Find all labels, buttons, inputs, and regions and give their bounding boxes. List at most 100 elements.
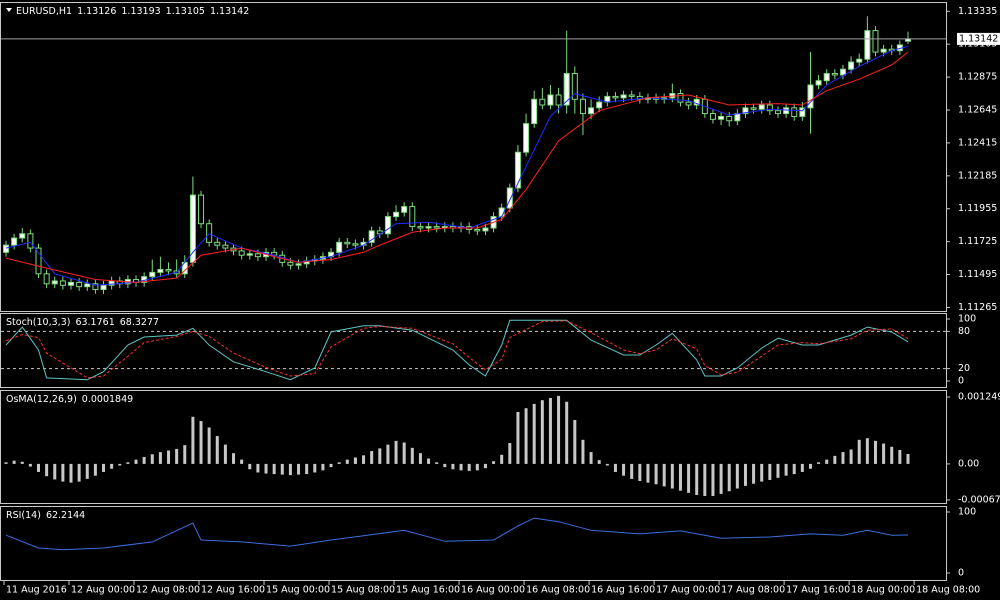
candle-body bbox=[295, 263, 302, 266]
candle-body bbox=[401, 206, 408, 213]
histogram-bar bbox=[288, 463, 292, 476]
histogram-bar bbox=[386, 444, 390, 464]
candle-body bbox=[864, 30, 871, 60]
histogram-bar bbox=[370, 451, 374, 464]
x-tick-label: 16 Aug 08:00 bbox=[526, 585, 590, 596]
candle-body bbox=[3, 244, 9, 253]
histogram-bar bbox=[752, 463, 756, 484]
histogram-bar bbox=[865, 438, 869, 464]
candle-body bbox=[27, 233, 34, 249]
candle-body bbox=[579, 98, 586, 115]
candle-body bbox=[531, 98, 538, 125]
histogram-bar bbox=[776, 463, 780, 478]
candle-body bbox=[68, 281, 75, 286]
histogram-bar bbox=[817, 462, 821, 464]
y-tick-label: 1.12415 bbox=[958, 137, 997, 148]
candle-body bbox=[774, 110, 781, 115]
histogram-bar bbox=[768, 463, 772, 480]
histogram-bar bbox=[183, 445, 187, 464]
histogram-bar bbox=[223, 444, 227, 464]
histogram-bar bbox=[630, 463, 634, 479]
histogram-bar bbox=[20, 461, 24, 464]
x-tick-label: 11 Aug 2016 bbox=[6, 585, 67, 596]
x-tick-label: 18 Aug 08:00 bbox=[916, 585, 980, 596]
histogram-bar bbox=[906, 454, 910, 464]
candle-body bbox=[157, 269, 164, 273]
candle-body bbox=[19, 233, 26, 239]
histogram-bar bbox=[678, 463, 682, 491]
candle-body bbox=[628, 94, 635, 97]
histogram-bar bbox=[573, 419, 577, 464]
histogram-bar bbox=[467, 463, 471, 471]
histogram-bar bbox=[12, 460, 16, 464]
pane-value: 1.13142 bbox=[210, 6, 249, 17]
candle-body bbox=[563, 73, 570, 106]
histogram-bar bbox=[207, 427, 211, 464]
histogram-bar bbox=[792, 463, 796, 475]
histogram-bar bbox=[199, 421, 203, 464]
candle-body bbox=[726, 115, 733, 122]
candle-body bbox=[766, 104, 773, 112]
histogram-bar bbox=[654, 463, 658, 485]
histogram-bar bbox=[256, 463, 260, 473]
candle-body bbox=[35, 247, 42, 275]
candle-body bbox=[750, 107, 757, 110]
histogram-bar bbox=[500, 454, 504, 464]
histogram-bar bbox=[857, 439, 861, 464]
candle-body bbox=[100, 284, 107, 291]
candle-body bbox=[880, 48, 887, 53]
y-tick-label: 1.13335 bbox=[958, 6, 997, 17]
histogram-bar bbox=[540, 400, 544, 464]
candle-body bbox=[783, 107, 790, 115]
histogram-bar bbox=[264, 463, 268, 474]
histogram-bar bbox=[378, 448, 382, 464]
indicator-line bbox=[5, 319, 909, 381]
histogram-bar bbox=[849, 449, 853, 464]
candle-body bbox=[799, 107, 806, 117]
histogram-bar bbox=[703, 463, 707, 497]
candle-body bbox=[718, 115, 725, 120]
histogram-bar bbox=[581, 439, 585, 464]
histogram-bar bbox=[589, 452, 593, 464]
y-tick-label: 100 bbox=[958, 506, 976, 517]
histogram-bar bbox=[435, 462, 439, 464]
histogram-bar bbox=[695, 463, 699, 495]
last-price-label: 1.13142 bbox=[959, 33, 998, 44]
histogram-bar bbox=[548, 398, 552, 464]
histogram-bar bbox=[297, 463, 301, 475]
histogram-bar bbox=[418, 453, 422, 464]
candle-body bbox=[76, 281, 83, 288]
histogram-bar bbox=[565, 401, 569, 464]
histogram-bar bbox=[743, 463, 747, 486]
candle-body bbox=[344, 241, 351, 245]
histogram-bar bbox=[516, 411, 520, 464]
histogram-bar bbox=[800, 463, 804, 472]
candle-body bbox=[59, 280, 66, 286]
candle-body bbox=[287, 261, 294, 266]
pane-title: OsMA(12,26,9) bbox=[6, 394, 77, 405]
histogram-bar bbox=[492, 461, 496, 464]
x-tick-label: 17 Aug 00:00 bbox=[656, 585, 720, 596]
x-tick-label: 12 Aug 00:00 bbox=[71, 585, 135, 596]
candle-body bbox=[482, 227, 489, 232]
candle-body bbox=[149, 271, 156, 278]
histogram-bar bbox=[53, 463, 57, 480]
x-tick-label: 16 Aug 16:00 bbox=[591, 585, 655, 596]
histogram-bar bbox=[240, 459, 244, 464]
candle-body bbox=[539, 98, 546, 106]
histogram-bar bbox=[727, 463, 731, 492]
histogram-bar bbox=[613, 463, 617, 472]
pane-value: 68.3277 bbox=[120, 317, 159, 328]
menu-triangle bbox=[6, 8, 12, 12]
histogram-bar bbox=[622, 463, 626, 476]
candle-body bbox=[872, 30, 879, 53]
histogram-bar bbox=[69, 463, 73, 483]
histogram-bar bbox=[443, 463, 447, 468]
histogram-bar bbox=[825, 459, 829, 464]
histogram-bar bbox=[329, 463, 333, 468]
x-tick-label: 12 Aug 16:00 bbox=[201, 585, 265, 596]
histogram-bar bbox=[451, 463, 455, 470]
histogram-bar bbox=[402, 442, 406, 464]
histogram-bar bbox=[37, 463, 41, 472]
